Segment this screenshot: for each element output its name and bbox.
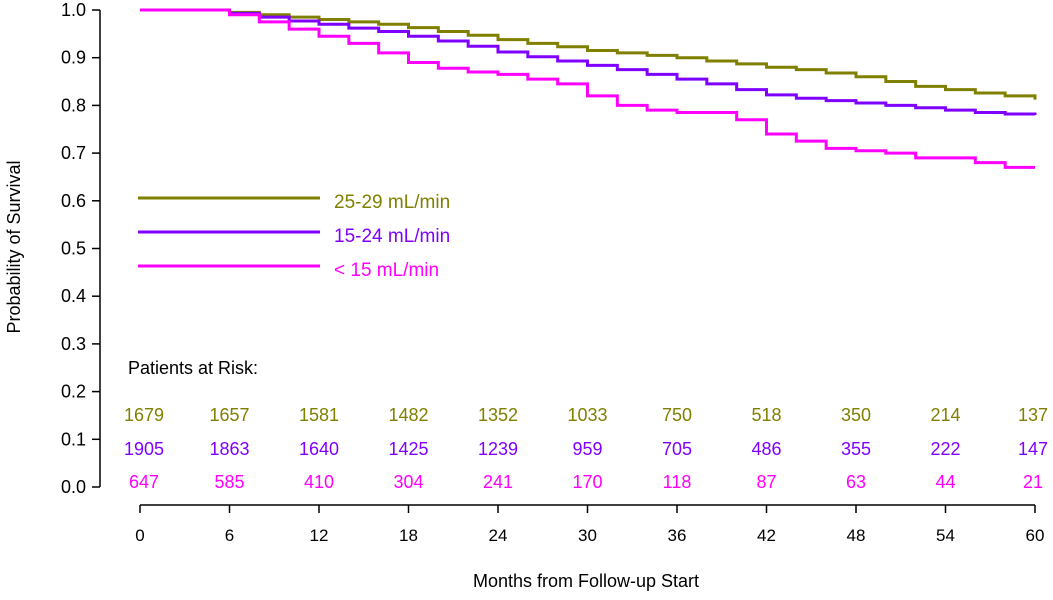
- risk-count: 486: [751, 439, 781, 459]
- legend-label: 25-29 mL/min: [334, 192, 450, 213]
- risk-count: 44: [935, 472, 955, 492]
- x-tick-label: 12: [310, 526, 329, 545]
- risk-count: 147: [1018, 439, 1048, 459]
- risk-count: 87: [756, 472, 776, 492]
- risk-count: 1425: [388, 439, 428, 459]
- y-tick-label: 0.2: [61, 382, 86, 402]
- series-layer: [140, 8, 1037, 169]
- risk-count: 170: [572, 472, 602, 492]
- risk-count: 518: [751, 405, 781, 425]
- y-axis-label: Probability of Survival: [4, 160, 24, 333]
- risk-count: 1033: [567, 405, 607, 425]
- risk-count: 410: [304, 472, 334, 492]
- x-tick-label: 42: [757, 526, 776, 545]
- risk-count: 137: [1018, 405, 1048, 425]
- risk-table-title: Patients at Risk:: [128, 358, 258, 378]
- x-tick-label: 54: [936, 526, 955, 545]
- risk-count: 355: [841, 439, 871, 459]
- risk-count: 1239: [478, 439, 518, 459]
- x-tick-label: 0: [135, 526, 144, 545]
- risk-table: Patients at Risk: 1679 1657 1581 1482 1352 103…: [124, 358, 1048, 492]
- risk-count: 1657: [209, 405, 249, 425]
- risk-count: 304: [393, 472, 423, 492]
- risk-count: 214: [930, 405, 960, 425]
- x-axis-label: Months from Follow-up Start: [473, 571, 699, 591]
- y-tick-label: 0.6: [61, 191, 86, 211]
- risk-count: 959: [572, 439, 602, 459]
- y-tick-label: 0.3: [61, 334, 86, 354]
- y-tick-label: 0.7: [61, 143, 86, 163]
- series-line-2: [140, 8, 1037, 116]
- x-tick-label: 24: [489, 526, 508, 545]
- risk-count: 1482: [388, 405, 428, 425]
- risk-count: 118: [663, 472, 692, 492]
- risk-count: 1640: [299, 439, 339, 459]
- series-line-1: [140, 8, 1037, 100]
- risk-count: 350: [841, 405, 871, 425]
- legend: 25-29 mL/min 15-24 mL/min < 15 mL/min: [138, 192, 450, 281]
- risk-count: 1905: [124, 439, 164, 459]
- risk-count: 647: [129, 472, 159, 492]
- risk-count: 585: [214, 472, 244, 492]
- y-tick-label: 0.4: [61, 286, 86, 306]
- legend-label: 15-24 mL/min: [334, 226, 450, 247]
- risk-count: 241: [483, 472, 513, 492]
- x-tick-label: 6: [225, 526, 234, 545]
- risk-count: 63: [846, 472, 866, 492]
- y-tick-label: 0.9: [61, 48, 86, 68]
- y-tick-label: 0.5: [61, 239, 86, 259]
- y-tick-label: 0.8: [61, 95, 86, 115]
- risk-count: 1352: [478, 405, 518, 425]
- x-tick-label: 48: [847, 526, 866, 545]
- risk-count: 750: [662, 405, 692, 425]
- y-tick-label: 0.0: [61, 477, 86, 497]
- risk-count: 21: [1023, 472, 1043, 492]
- series-line-3: [140, 8, 1035, 169]
- axes: 0.0 0.1 0.2 0.3 0.4 0.5 0.6 0.7 0.8 0.9 1.0 0 6 12 18 2…: [61, 0, 1044, 545]
- risk-count: 1581: [299, 405, 339, 425]
- legend-label: < 15 mL/min: [334, 260, 439, 281]
- y-tick-label: 1.0: [61, 0, 86, 20]
- x-tick-label: 30: [578, 526, 597, 545]
- y-tick-label: 0.1: [61, 429, 86, 449]
- risk-count: 1863: [209, 439, 249, 459]
- x-tick-label: 36: [668, 526, 687, 545]
- risk-count: 1679: [124, 405, 164, 425]
- risk-count: 222: [930, 439, 960, 459]
- x-tick-label: 18: [399, 526, 418, 545]
- risk-count: 705: [662, 439, 692, 459]
- x-tick-label: 60: [1026, 526, 1045, 545]
